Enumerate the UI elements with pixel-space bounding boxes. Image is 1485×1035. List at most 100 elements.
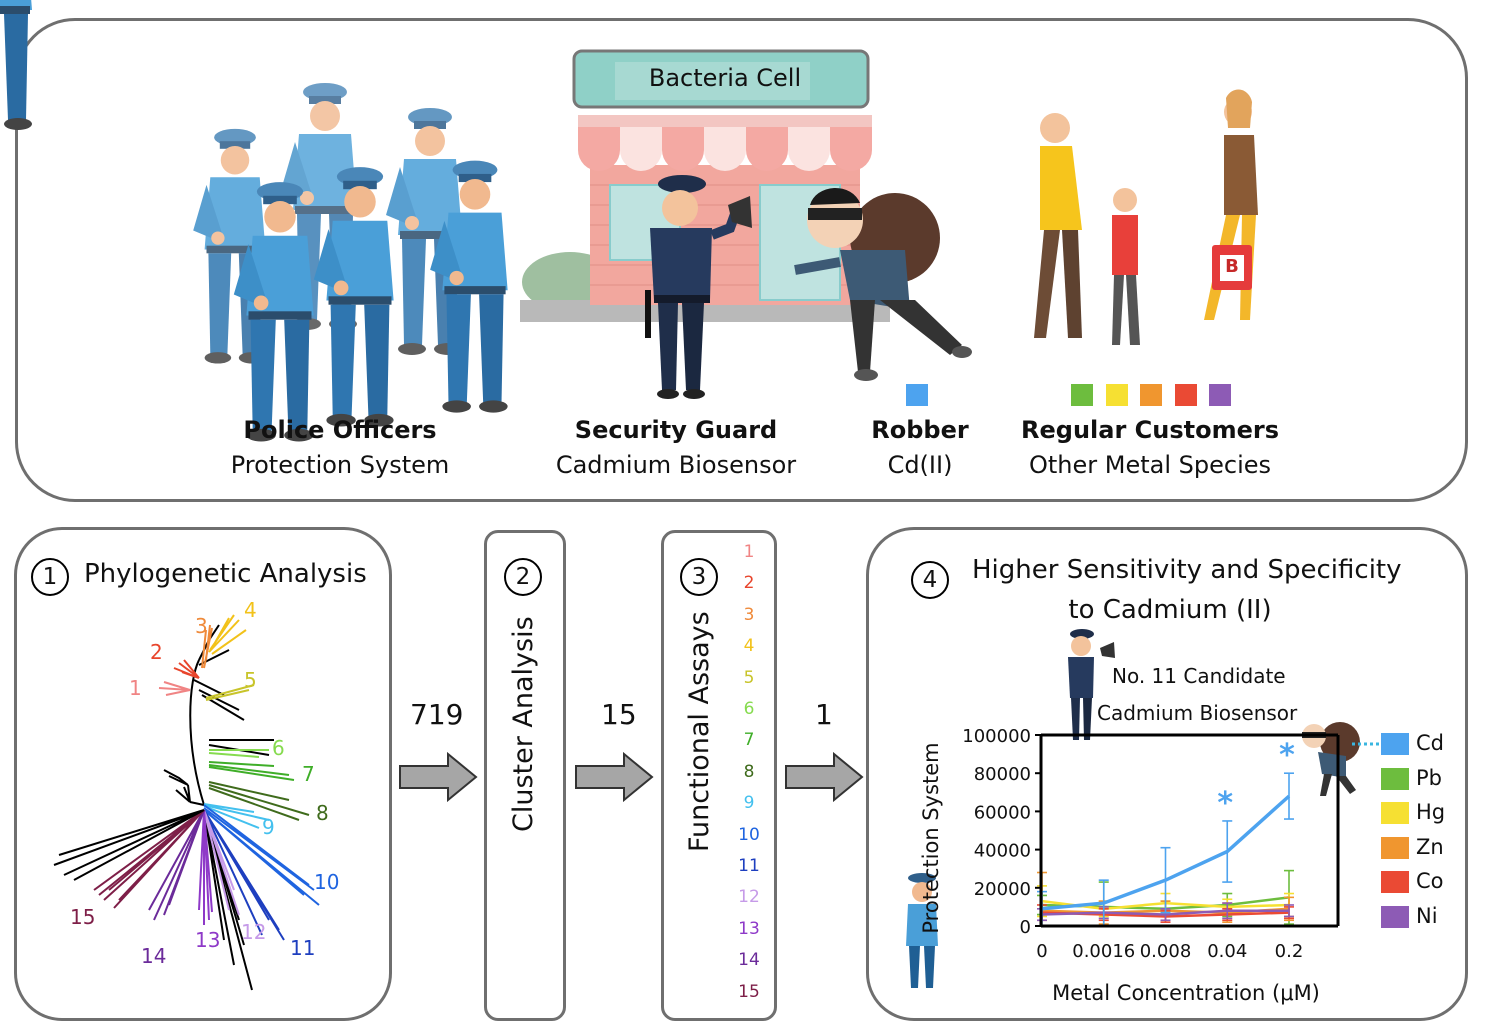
clade-label-15: 15 — [70, 905, 96, 929]
legend-swatch-ni — [1381, 905, 1409, 928]
assay-item-14: 14 — [738, 950, 760, 971]
step3-panel — [661, 530, 777, 1021]
store-illustration — [520, 49, 890, 322]
candidate-line2: Cadmium Biosensor — [1097, 701, 1298, 725]
guard-figure-small — [1068, 629, 1115, 740]
clade-label-2: 2 — [150, 640, 163, 664]
clade-labels: 1 2 3 4 5 6 7 8 9 10 11 12 13 14 15 — [14, 590, 392, 1010]
assay-item-6: 6 — [743, 699, 755, 719]
x-tick-label-3: 0.04 — [1207, 941, 1247, 962]
step4-title-line2: to Cadmium (II) — [1068, 595, 1272, 625]
series-cd — [1037, 772, 1294, 927]
significance-asterisk-1: * — [1279, 738, 1295, 773]
legend-label-zn: Zn — [1416, 834, 1444, 859]
assay-item-1: 1 — [743, 542, 755, 562]
legend-swatch-pb — [1381, 767, 1409, 790]
step1-number: 1 — [31, 558, 69, 596]
analogy-illustration — [0, 0, 1258, 442]
step4-title-line1: Higher Sensitivity and Specificity — [972, 555, 1402, 585]
customer-swatch-pb — [1071, 384, 1093, 406]
arrow-right-icon — [575, 752, 654, 802]
y-tick-label-0: 0 — [1020, 917, 1031, 938]
y-tick-label-3: 60000 — [974, 802, 1031, 823]
y-tick-label-2: 40000 — [974, 841, 1031, 862]
legend-label-pb: Pb — [1416, 765, 1442, 790]
step3-number: 3 — [680, 558, 718, 596]
step3-title: Functional Assays — [684, 611, 715, 852]
assay-item-13: 13 — [738, 918, 760, 939]
clade-label-7: 7 — [302, 762, 315, 786]
customer-swatch-hg — [1106, 384, 1128, 406]
x-tick-label-0: 0 — [1036, 941, 1047, 962]
customers-title: Regular Customers — [1021, 416, 1279, 444]
clade-label-5: 5 — [244, 668, 257, 692]
police-officers-illustration — [0, 0, 508, 442]
assay-item-5: 5 — [743, 667, 755, 688]
significance-asterisk-0: * — [1217, 786, 1233, 821]
police-figure-small — [906, 873, 938, 988]
candidate-line1: No. 11 Candidate — [1112, 664, 1286, 688]
y-tick-label-5: 100000 — [962, 726, 1031, 747]
x-axis-title: Metal Concentration (μM) — [1052, 981, 1320, 1005]
assay-item-8: 8 — [743, 761, 755, 782]
y-tick-label-1: 20000 — [974, 879, 1031, 900]
y-tick-label-4: 80000 — [974, 764, 1031, 785]
assay-item-4: 4 — [743, 636, 755, 657]
assay-item-9: 9 — [743, 793, 755, 814]
customer-swatch-zn — [1140, 384, 1162, 406]
flow-count-719: 719 — [410, 698, 464, 731]
clade-label-9: 9 — [262, 815, 275, 839]
assay-item-3: 3 — [743, 604, 755, 625]
legend-swatch-co — [1381, 871, 1409, 893]
step1-title: Phylogenetic Analysis — [84, 559, 367, 589]
clade-label-14: 14 — [141, 944, 167, 968]
assay-item-15: 15 — [738, 981, 760, 1002]
legend-swatch-hg — [1381, 802, 1409, 824]
clade-label-10: 10 — [314, 870, 340, 894]
legend-swatch-cd — [1381, 733, 1409, 755]
police-title: Police Officers — [243, 416, 437, 444]
step2-number: 2 — [504, 558, 542, 596]
assay-item-12: 12 — [738, 887, 760, 908]
flow-count-1: 1 — [815, 698, 833, 731]
step4-number: 4 — [911, 561, 949, 599]
police-subtitle: Protection System — [230, 451, 450, 479]
x-tick-label-4: 0.2 — [1275, 941, 1304, 962]
arrow-right-icon — [399, 752, 478, 802]
step2-panel — [484, 530, 566, 1021]
robber-subtitle: Cd(II) — [887, 451, 953, 479]
phylogenetic-tree — [53, 614, 320, 991]
guard-title: Security Guard — [574, 416, 778, 444]
legend-label-co: Co — [1416, 869, 1444, 893]
assay-item-11: 11 — [738, 856, 760, 876]
customer-swatch-co — [1175, 384, 1197, 406]
security-guard-illustration — [645, 175, 752, 399]
clade-label-6: 6 — [272, 736, 285, 760]
robber-illustration — [794, 187, 972, 381]
assay-item-2: 2 — [743, 573, 755, 594]
legend-label-cd: Cd — [1416, 731, 1444, 755]
legend-label-hg: Hg — [1416, 800, 1446, 824]
clade-label-4: 4 — [244, 598, 257, 622]
line-ni — [1041, 909, 1289, 916]
arrow-right-icon — [785, 752, 864, 802]
clade-label-13: 13 — [195, 928, 221, 952]
customers-illustration — [1034, 89, 1258, 345]
assay-item-10: 10 — [738, 824, 760, 845]
guard-subtitle: Cadmium Biosensor — [555, 451, 797, 479]
robber-color-swatch — [906, 384, 928, 406]
clade-label-8: 8 — [316, 801, 329, 825]
step1-panel — [14, 527, 392, 1021]
robber-title: Robber — [871, 416, 969, 444]
customer-swatch-ni — [1209, 384, 1231, 406]
step4-panel — [866, 527, 1468, 1021]
clade-label-12: 12 — [241, 920, 267, 944]
shopping-bag-letter: B — [1225, 256, 1239, 277]
store-sign: Bacteria Cell — [648, 64, 802, 92]
flow-count-15: 15 — [601, 698, 637, 731]
x-tick-label-1: 0.0016 — [1072, 941, 1135, 962]
legend-swatch-zn — [1381, 836, 1409, 859]
assay-item-7: 7 — [743, 730, 755, 751]
x-tick-label-2: 0.008 — [1140, 941, 1192, 962]
